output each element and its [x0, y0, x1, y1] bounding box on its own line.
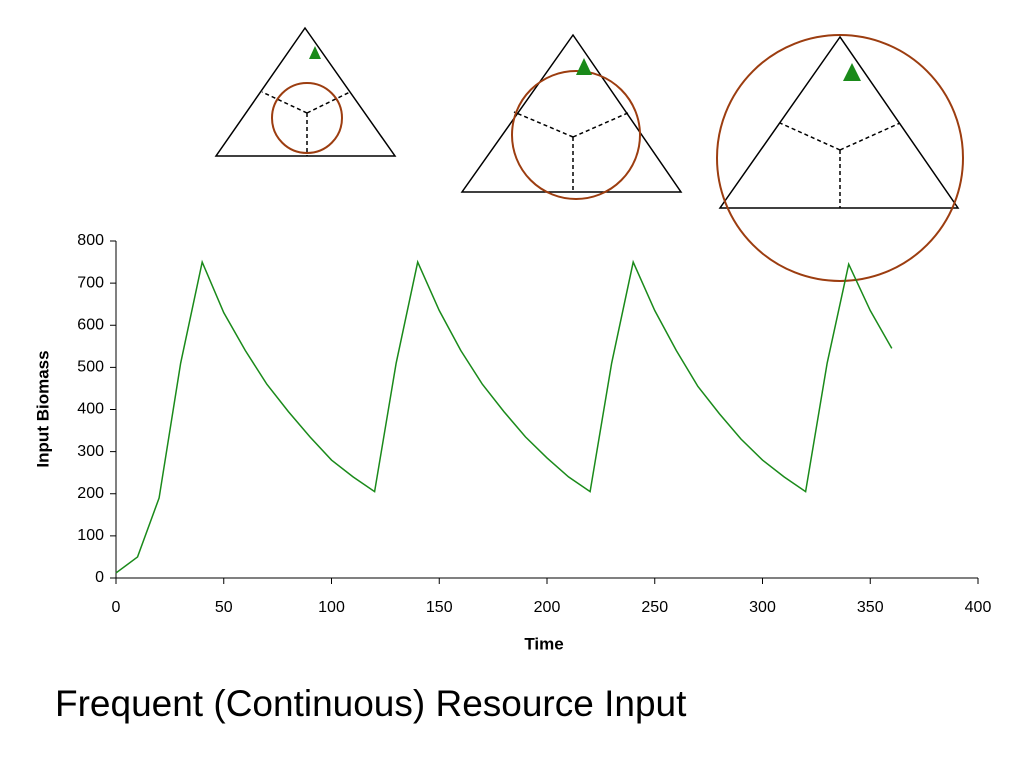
x-tick-label: 0: [112, 599, 121, 616]
marker: [576, 58, 592, 75]
triangle: [214, 26, 397, 157]
y-tick-label: 800: [77, 232, 104, 249]
triangle: [460, 33, 683, 193]
slide-title: Frequent (Continuous) Resource Input: [55, 683, 687, 724]
y-tick-label: 100: [77, 527, 104, 544]
y-tick-label: 200: [77, 485, 104, 502]
y-tick-label: 600: [77, 316, 104, 333]
x-axis-title: Time: [524, 634, 563, 653]
circle: [271, 82, 343, 154]
y-tick-label: 500: [77, 359, 104, 376]
dashed-lines: [513, 111, 631, 192]
y-tick-label: 700: [77, 274, 104, 291]
x-tick-label: 400: [965, 599, 992, 616]
marker: [843, 63, 861, 81]
x-tick-label: 200: [534, 599, 561, 616]
y-axis-title: Input Biomass: [33, 350, 52, 467]
circle: [716, 34, 964, 282]
x-tick-label: 150: [426, 599, 453, 616]
y-tick-label: 400: [77, 401, 104, 418]
dashed-lines: [779, 122, 901, 208]
x-tick-label: 350: [857, 599, 884, 616]
x-tick-label: 300: [749, 599, 776, 616]
y-tick-label: 0: [95, 569, 104, 586]
y-tick-label: 300: [77, 443, 104, 460]
dashed-lines: [261, 91, 351, 156]
data-line: [115, 259, 893, 574]
x-tick-label: 250: [641, 599, 668, 616]
x-tick-label: 100: [318, 599, 345, 616]
circle: [511, 70, 641, 200]
triangle: [718, 35, 960, 209]
x-tick-label: 50: [215, 599, 233, 616]
diagrams: [214, 26, 964, 282]
marker: [309, 46, 321, 59]
